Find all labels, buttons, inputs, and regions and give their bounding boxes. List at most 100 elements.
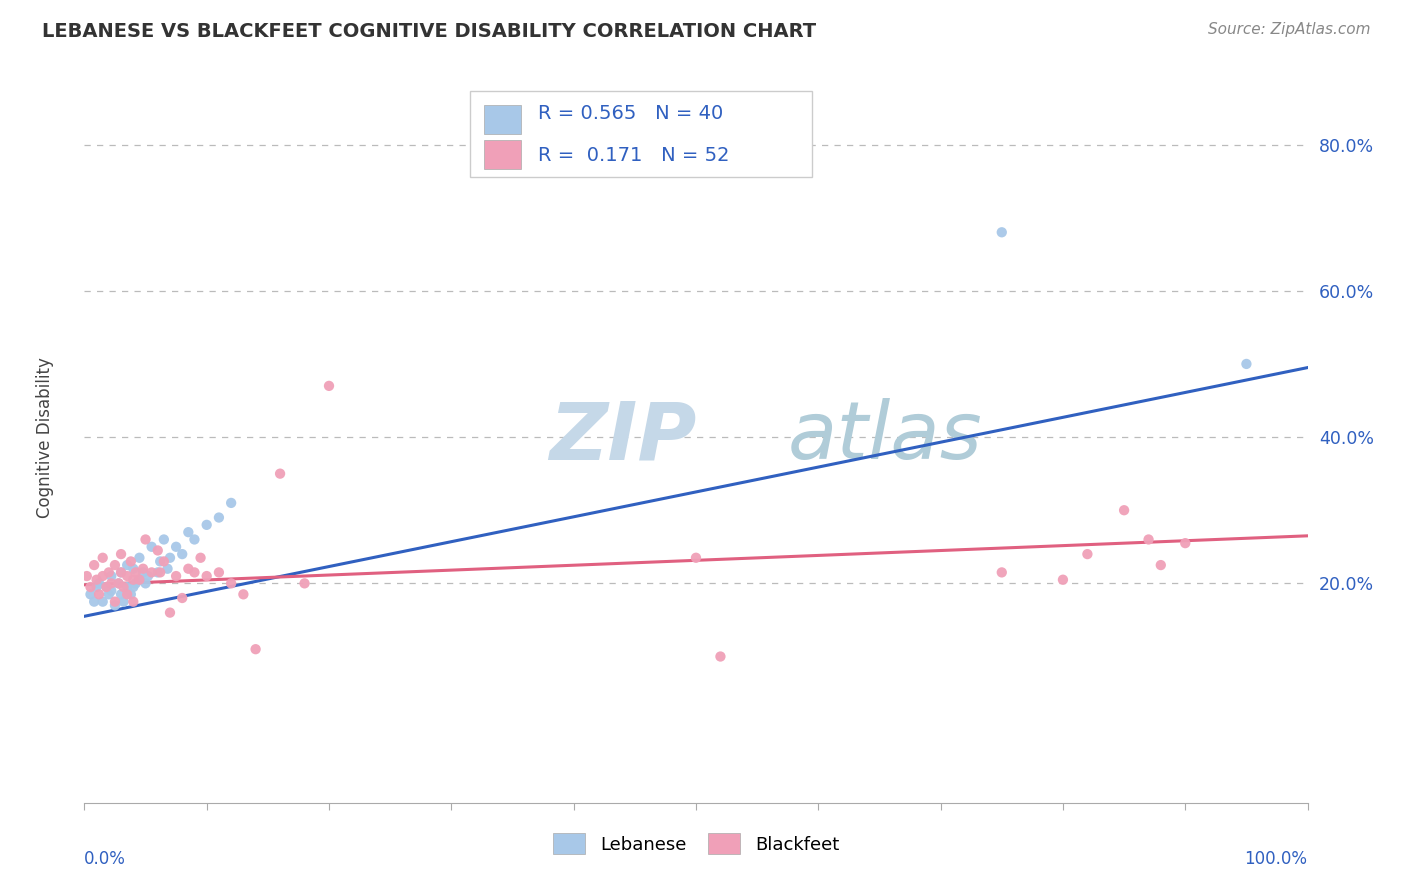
Point <box>110 547 132 561</box>
Point <box>76 569 98 583</box>
Point <box>83 558 105 573</box>
Point <box>107 576 129 591</box>
Point <box>112 580 135 594</box>
Point <box>120 554 142 568</box>
Text: Cognitive Disability: Cognitive Disability <box>37 357 55 517</box>
Point <box>141 566 163 580</box>
Point <box>195 517 218 532</box>
FancyBboxPatch shape <box>484 140 522 169</box>
Text: R =  0.171   N = 52: R = 0.171 N = 52 <box>538 146 730 165</box>
Point <box>122 580 145 594</box>
Point <box>86 580 108 594</box>
Text: LEBANESE VS BLACKFEET COGNITIVE DISABILITY CORRELATION CHART: LEBANESE VS BLACKFEET COGNITIVE DISABILI… <box>42 22 817 41</box>
Point <box>149 566 172 580</box>
Point <box>100 583 122 598</box>
Point <box>115 587 138 601</box>
Point <box>1137 533 1160 547</box>
Point <box>96 580 118 594</box>
FancyBboxPatch shape <box>484 105 522 134</box>
Point <box>128 573 150 587</box>
Point <box>132 566 155 580</box>
Point <box>1114 503 1136 517</box>
Point <box>128 550 150 565</box>
Point <box>115 580 138 594</box>
Point <box>135 533 157 547</box>
Point <box>165 569 187 583</box>
Point <box>318 379 340 393</box>
Point <box>136 569 159 583</box>
Point <box>107 576 129 591</box>
Point <box>128 573 150 587</box>
Point <box>1174 536 1197 550</box>
Point <box>159 550 181 565</box>
Point <box>110 566 132 580</box>
Point <box>87 576 110 591</box>
Point <box>91 550 114 565</box>
Point <box>190 550 212 565</box>
Point <box>208 566 231 580</box>
Point <box>120 587 142 601</box>
Point <box>97 587 120 601</box>
Point <box>83 594 105 608</box>
Point <box>122 573 145 587</box>
Point <box>91 569 114 583</box>
Point <box>79 580 101 594</box>
Point <box>153 533 176 547</box>
Point <box>294 576 316 591</box>
Point <box>208 510 231 524</box>
Point <box>219 496 242 510</box>
Point <box>97 566 120 580</box>
Point <box>132 562 155 576</box>
Point <box>79 587 101 601</box>
Point <box>183 533 205 547</box>
Point <box>245 642 267 657</box>
Legend: Lebanese, Blackfeet: Lebanese, Blackfeet <box>544 824 848 863</box>
Point <box>685 550 707 565</box>
Point <box>177 525 200 540</box>
Point <box>100 576 122 591</box>
Text: atlas: atlas <box>787 398 983 476</box>
Point <box>141 540 163 554</box>
Point <box>135 576 157 591</box>
Text: 0.0%: 0.0% <box>84 850 127 868</box>
Point <box>91 594 114 608</box>
FancyBboxPatch shape <box>470 91 813 178</box>
Point <box>87 587 110 601</box>
Point <box>165 540 187 554</box>
Point <box>86 573 108 587</box>
Point <box>100 569 122 583</box>
Point <box>96 580 118 594</box>
Point <box>149 554 172 568</box>
Point <box>122 562 145 576</box>
Text: Source: ZipAtlas.com: Source: ZipAtlas.com <box>1208 22 1371 37</box>
Point <box>146 566 169 580</box>
Point <box>153 554 176 568</box>
Point <box>195 569 218 583</box>
Text: 100.0%: 100.0% <box>1244 850 1308 868</box>
Text: ZIP: ZIP <box>550 398 696 476</box>
Point <box>232 587 254 601</box>
Point <box>104 599 127 613</box>
Point <box>104 558 127 573</box>
Point <box>110 566 132 580</box>
Point <box>172 591 194 605</box>
Point <box>183 566 205 580</box>
Text: R = 0.565   N = 40: R = 0.565 N = 40 <box>538 103 724 122</box>
Point <box>1052 573 1074 587</box>
Point <box>125 576 148 591</box>
Point <box>110 587 132 601</box>
Point <box>146 543 169 558</box>
Point <box>991 225 1014 239</box>
Point <box>1150 558 1173 573</box>
Point <box>177 562 200 576</box>
Point <box>104 594 127 608</box>
Point <box>115 558 138 573</box>
Point <box>115 569 138 583</box>
Point <box>112 594 135 608</box>
Point <box>125 566 148 580</box>
Point <box>1076 547 1098 561</box>
Point <box>159 606 181 620</box>
Point <box>991 566 1014 580</box>
Point <box>172 547 194 561</box>
Point <box>219 576 242 591</box>
